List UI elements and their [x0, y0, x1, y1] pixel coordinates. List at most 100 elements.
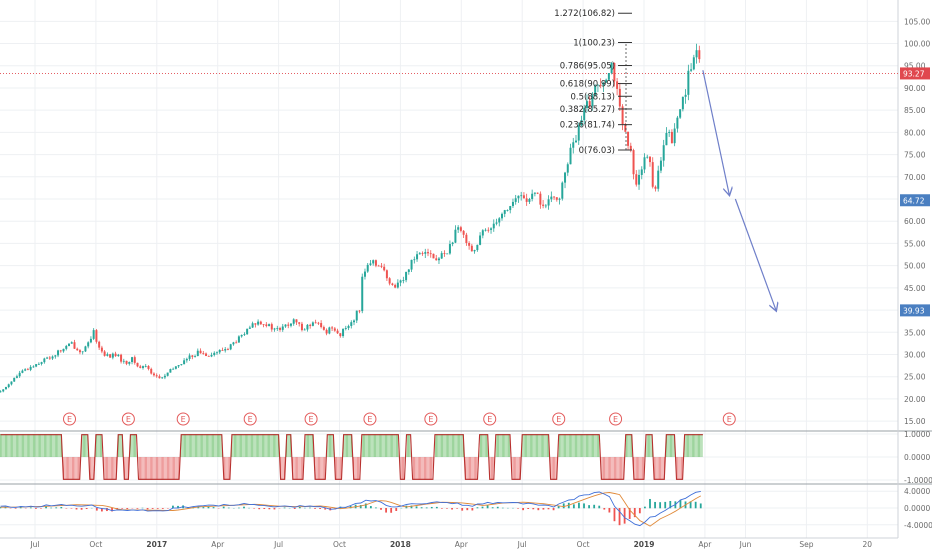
candle-body [21, 370, 24, 373]
macd-histogram-bar [654, 501, 656, 509]
grid [0, 0, 898, 538]
candle-body [574, 140, 577, 143]
macd-histogram-bar [664, 501, 667, 509]
candle-body [437, 258, 440, 261]
macd-histogram-bar [364, 503, 367, 509]
fib-level-label: 1.272(106.82) [554, 9, 615, 19]
candle-body [152, 373, 155, 376]
candle-body [218, 350, 221, 353]
earnings-marker [609, 412, 623, 426]
candle-body [564, 172, 567, 183]
candle-body [57, 350, 60, 356]
candle-body [251, 323, 254, 328]
macd-histogram-bar [603, 508, 606, 510]
price-badge [900, 194, 930, 207]
macd-histogram-bar [481, 506, 484, 509]
macd-histogram-bar [471, 508, 474, 511]
earnings-marker [363, 412, 377, 426]
candle-body [572, 142, 575, 148]
fib-level-label: 0.236(81.74) [560, 121, 615, 131]
macd-histogram-bar [14, 508, 17, 509]
candle-body [89, 338, 92, 343]
price-tick-label: 100.00 [904, 40, 930, 49]
candle-body [150, 368, 153, 374]
macd-histogram-bar [527, 508, 530, 509]
earnings-marker [483, 412, 497, 426]
macd-histogram-bar [324, 508, 327, 510]
candle-body [342, 329, 345, 337]
macd-histogram-bar [542, 508, 545, 510]
macd-histogram-bar [243, 506, 245, 509]
candle-body [492, 223, 495, 229]
macd-histogram-bar [557, 506, 560, 509]
candle-body [613, 62, 616, 82]
candle-body [580, 120, 583, 126]
earnings-marker [552, 412, 566, 426]
candle-body [344, 328, 347, 330]
candle-body [257, 321, 260, 325]
macd-histogram-bar [314, 508, 316, 509]
price-badge [900, 67, 930, 80]
candle-body [673, 128, 676, 144]
candle-body [621, 106, 624, 125]
candle-body [224, 349, 227, 351]
candle-body [495, 222, 498, 224]
fibonacci-retracement: 1.272(106.82) 1(100.23) 0.786(95.05) 0.618(… [554, 9, 632, 156]
candle-body [40, 362, 43, 364]
candle-body [100, 347, 103, 352]
macd-histogram-bar [618, 508, 621, 526]
macd-histogram-bar [29, 507, 32, 509]
candle-body [454, 229, 457, 243]
candle-body [470, 245, 473, 252]
candle-body [15, 376, 18, 378]
candle-body [561, 182, 564, 199]
earnings-marker-label: E [367, 415, 372, 424]
macd-histogram-bar [628, 508, 631, 519]
candle-body [484, 229, 487, 231]
candle-body [320, 323, 323, 328]
candle-body [26, 369, 29, 371]
candle-body [114, 353, 117, 357]
candle-body [333, 328, 336, 331]
macd-histogram-bar [415, 506, 418, 509]
candle-body [120, 354, 123, 362]
macd-histogram-bar [70, 508, 73, 509]
candle-body [514, 198, 517, 202]
macd-histogram-bar [623, 508, 626, 524]
candle-body [402, 280, 405, 281]
macd-histogram-bar [50, 507, 53, 509]
candle-body [35, 364, 38, 367]
candle-body [594, 85, 597, 96]
candle-body [84, 346, 87, 352]
macd-histogram-bar [359, 505, 362, 509]
candle-body [643, 157, 646, 170]
candle-body [596, 84, 599, 86]
candle-body [558, 198, 561, 200]
candle-body [607, 73, 610, 80]
macd-histogram-bar [212, 507, 215, 509]
candlestick-series [0, 43, 701, 393]
price-tick-label: 60.00 [904, 217, 926, 226]
earnings-marker-label: E [126, 415, 131, 424]
macd-pane [0, 490, 702, 527]
projection-arrow [734, 198, 776, 310]
candle-body [221, 350, 224, 351]
candle-body [109, 354, 112, 358]
macd-histogram-bar [45, 506, 47, 509]
candle-body [68, 343, 71, 346]
macd-histogram-bar [19, 507, 22, 509]
oscillator-tick-label: 0.0000 [904, 453, 930, 462]
candle-body [2, 389, 5, 392]
candle-body [394, 284, 397, 288]
candle-body [627, 131, 630, 146]
macd-histogram-bar [395, 508, 398, 511]
candle-body [602, 82, 605, 86]
macd-histogram-bar [0, 507, 2, 509]
macd-histogram-bar [121, 508, 124, 509]
time-tick-label: 2017 [146, 540, 167, 549]
candle-body [605, 79, 608, 83]
price-tick-label: 20.00 [904, 395, 926, 404]
candle-body [207, 355, 210, 357]
candle-body [372, 260, 375, 264]
